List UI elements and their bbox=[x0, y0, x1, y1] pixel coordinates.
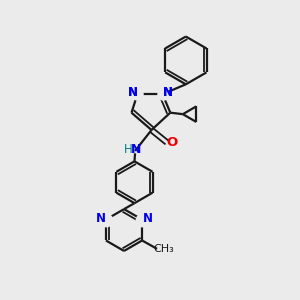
Text: N: N bbox=[163, 86, 172, 100]
Text: O: O bbox=[166, 136, 177, 149]
Text: N: N bbox=[128, 86, 137, 100]
Text: N: N bbox=[128, 86, 137, 100]
Text: N: N bbox=[95, 212, 106, 225]
Text: N: N bbox=[142, 212, 152, 225]
Text: H: H bbox=[124, 143, 133, 156]
Text: CH₃: CH₃ bbox=[153, 244, 174, 254]
Text: N: N bbox=[130, 143, 141, 156]
Text: N: N bbox=[163, 86, 172, 100]
